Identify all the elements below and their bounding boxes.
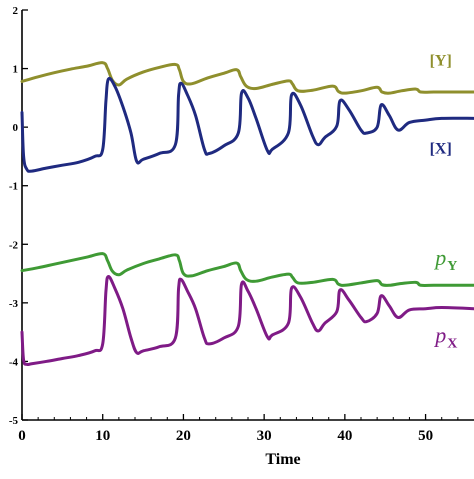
x-tick-label: 40	[337, 428, 352, 444]
y-tick-label: -3	[9, 298, 19, 310]
series-label-x: [X]	[430, 141, 452, 158]
x-axis-title: Time	[265, 451, 300, 468]
y-tick-label: -1	[9, 181, 18, 193]
x-tick-label: 10	[95, 428, 110, 444]
y-tick-label: 2	[13, 5, 19, 17]
y-tick-label: -4	[9, 356, 19, 368]
series-labels: [Y] [X] pY pX	[430, 53, 458, 352]
series-lines	[20, 61, 474, 367]
x-axis: 0 10 20 30 40 50	[18, 414, 459, 444]
y-tick-label: 0	[13, 122, 19, 134]
series-line-x	[20, 76, 474, 173]
series-line-py	[20, 252, 474, 288]
y-tick-label: -2	[9, 239, 19, 251]
series-label-y: [Y]	[430, 53, 452, 70]
y-tick-label: -5	[9, 415, 19, 427]
series-label-py: pY	[433, 245, 457, 274]
series-label-px: pX	[433, 323, 457, 352]
x-tick-label: 0	[18, 428, 26, 444]
x-tick-label: 50	[418, 428, 433, 444]
y-tick-label: 1	[13, 64, 19, 76]
y-axis: 2 1 0 -1 -2 -3 -4 -5	[9, 5, 28, 427]
plot-frame	[21, 10, 474, 421]
x-tick-label: 20	[176, 428, 191, 444]
series-line-px	[20, 275, 474, 367]
x-tick-label: 30	[257, 428, 272, 444]
series-line-y	[20, 61, 474, 95]
